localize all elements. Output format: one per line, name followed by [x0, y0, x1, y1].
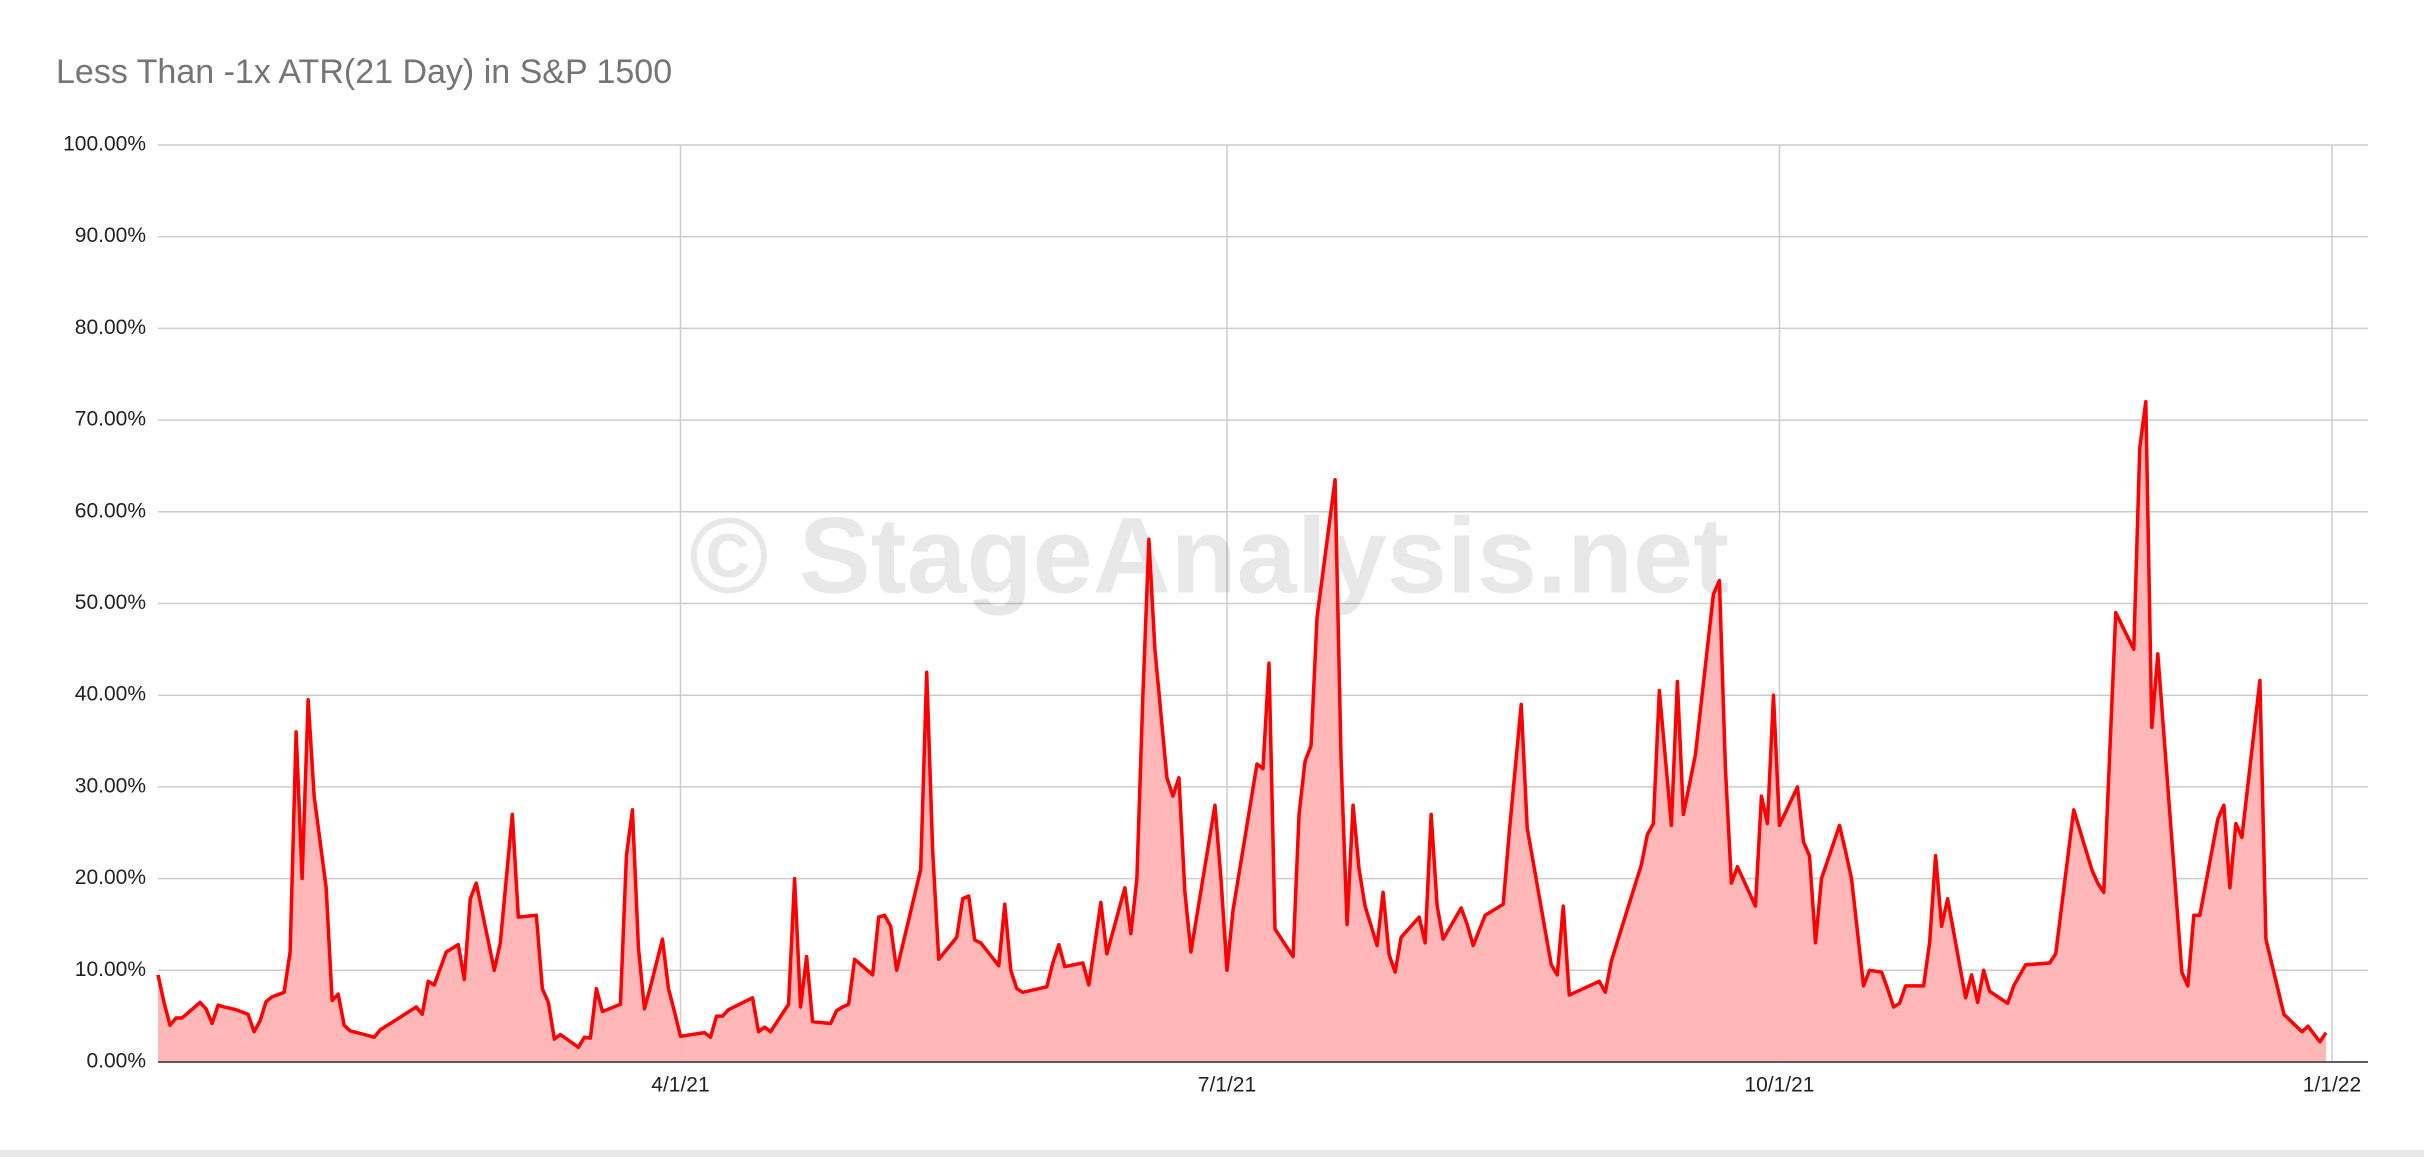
- watermark: © StageAnalysis.net: [689, 495, 1729, 616]
- y-tick-label: 40.00%: [75, 683, 146, 706]
- y-tick-label: 10.00%: [75, 958, 146, 981]
- bottom-strip: [0, 1150, 2424, 1157]
- area: [158, 401, 2326, 1062]
- y-tick-label: 80.00%: [75, 316, 146, 339]
- x-tick-label: 7/1/21: [1198, 1074, 1256, 1097]
- y-tick-label: 90.00%: [75, 224, 146, 247]
- x-tick-label: 1/1/22: [2303, 1074, 2361, 1097]
- x-tick-label: 4/1/21: [651, 1074, 709, 1097]
- y-tick-label: 20.00%: [75, 866, 146, 889]
- y-tick-label: 100.00%: [63, 133, 146, 156]
- line: [156, 400, 2328, 1050]
- chart-title: Less Than -1x ATR(21 Day) in S&P 1500: [56, 53, 672, 91]
- y-tick-label: 60.00%: [75, 499, 146, 522]
- y-tick-label: 0.00%: [86, 1050, 146, 1073]
- x-tick-label: 10/1/21: [1744, 1074, 1814, 1097]
- y-tick-label: 70.00%: [75, 408, 146, 431]
- y-tick-label: 30.00%: [75, 774, 146, 797]
- y-tick-label: 50.00%: [75, 591, 146, 614]
